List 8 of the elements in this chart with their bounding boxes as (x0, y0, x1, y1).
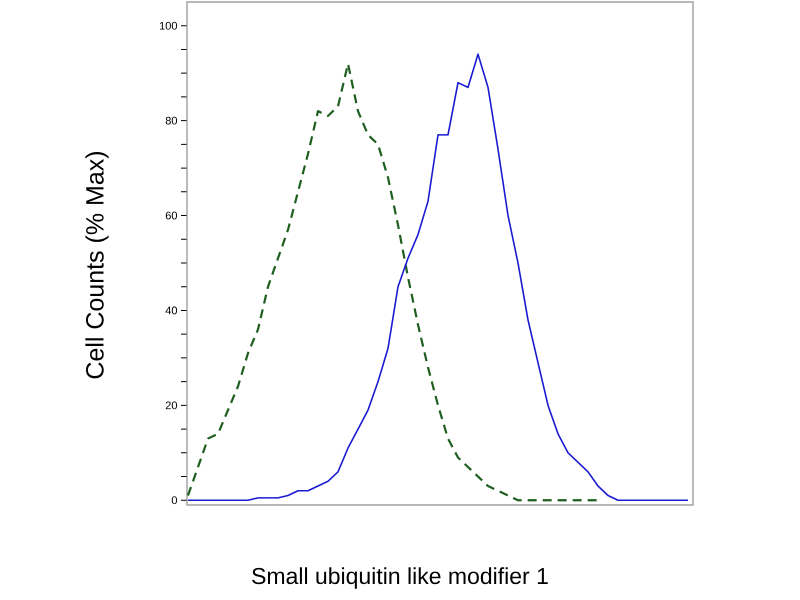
y-tick-label: 60 (166, 212, 178, 220)
y-tick-label: 40 (165, 306, 178, 314)
y-tick-label: 100 (160, 22, 178, 30)
y-tick-label: 80 (166, 116, 178, 125)
x-axis-title: Small ubiquitin like modifier 1 (252, 567, 548, 589)
y-tick-label: 20 (166, 401, 178, 410)
y-tick-label: 0 (172, 496, 178, 504)
y-axis-title: Cell Counts (% Max) (85, 152, 109, 378)
